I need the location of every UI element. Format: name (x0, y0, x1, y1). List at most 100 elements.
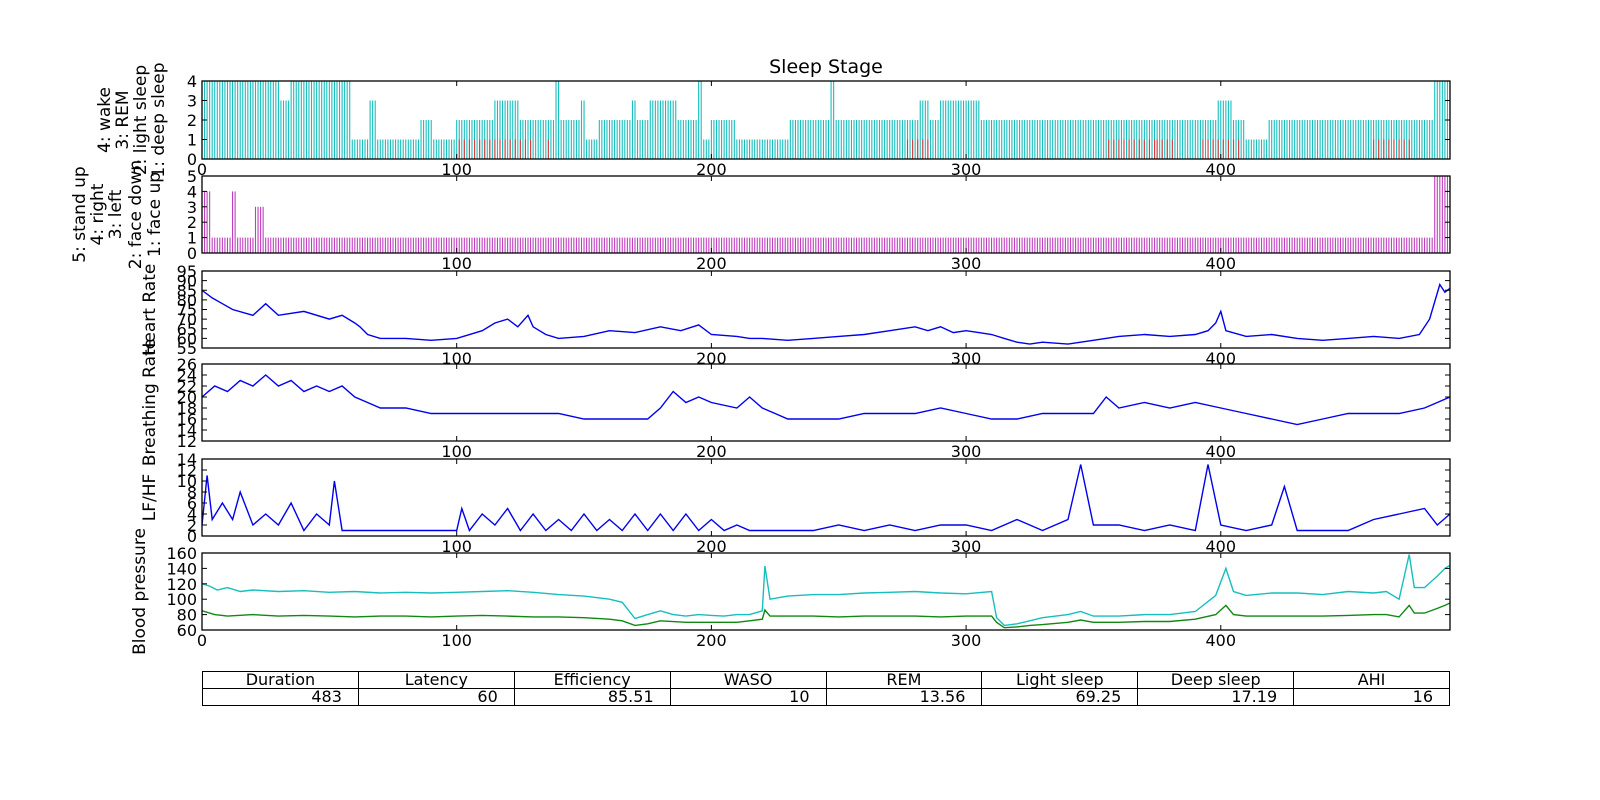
y-tick-label: 2 (187, 213, 197, 232)
y-tick-label: 14 (177, 450, 197, 469)
x-tick-label: 300 (951, 537, 982, 556)
x-tick-label: 400 (1206, 442, 1237, 461)
series-line (202, 464, 1450, 532)
plot-area (202, 464, 1450, 532)
summary-value-row: 483 60 85.51 10 13.56 69.25 17.19 16 (202, 688, 1450, 706)
latency-value: 60 (357, 688, 515, 706)
x-tick-label: 400 (1206, 254, 1237, 273)
summary-header-row: Duration Latency Efficiency WASO REM Lig… (202, 671, 1450, 689)
plot-area (202, 282, 1450, 345)
ahi-value: 16 (1293, 688, 1450, 706)
y-tick-label: 120 (166, 575, 197, 594)
y-tick-label: 26 (177, 355, 197, 374)
y-tick-label: 1 (187, 229, 197, 248)
y-axis-label: 4: wake (95, 87, 115, 153)
y-tick-label: 0 (187, 244, 197, 263)
series-line (202, 554, 1450, 627)
y-axis-label: 2: light sleep (131, 65, 151, 175)
series-line (202, 374, 1450, 426)
x-tick-label: 200 (696, 160, 727, 179)
x-tick-label: 300 (951, 442, 982, 461)
y-tick-label: 3 (187, 92, 197, 111)
rem-header: REM (825, 671, 983, 689)
efficiency-header: Efficiency (513, 671, 671, 689)
light-sleep-header: Light sleep (981, 671, 1139, 689)
y-tick-label: 160 (166, 544, 197, 563)
sleep-summary-table: Duration Latency Efficiency WASO REM Lig… (202, 671, 1450, 706)
y-tick-label: 4 (187, 505, 197, 524)
x-tick-label: 0 (197, 160, 207, 179)
y-tick-label: 60 (177, 329, 197, 348)
y-tick-label: 20 (177, 388, 197, 407)
efficiency-value: 85.51 (513, 688, 671, 706)
y-tick-label: 95 (177, 262, 197, 281)
y-tick-label: 24 (177, 366, 197, 385)
x-tick-label: 200 (696, 254, 727, 273)
y-tick-label: 75 (177, 301, 197, 320)
y-axis-label: 5: stand up (70, 166, 90, 262)
y-tick-label: 55 (177, 339, 197, 358)
y-axis-label: Blood pressure (130, 528, 150, 655)
y-axis-label: LF/HF (140, 474, 160, 522)
x-tick-label: 300 (951, 349, 982, 368)
x-tick-label: 400 (1206, 349, 1237, 368)
y-tick-label: 6 (187, 494, 197, 513)
duration-header: Duration (202, 671, 359, 689)
x-tick-label: 300 (951, 160, 982, 179)
series-line-2 (202, 602, 1450, 629)
plot-area (202, 554, 1450, 629)
x-tick-label: 400 (1206, 631, 1237, 650)
y-tick-label: 14 (177, 421, 197, 440)
duration-value: 483 (202, 688, 359, 706)
y-tick-label: 85 (177, 281, 197, 300)
deep-sleep-value: 17.19 (1137, 688, 1295, 706)
y-tick-label: 12 (177, 432, 197, 451)
y-tick-label: 5 (187, 167, 197, 186)
y-tick-label: 2 (187, 516, 197, 535)
y-tick-label: 3 (187, 198, 197, 217)
y-tick-label: 65 (177, 320, 197, 339)
chart-title: Sleep Stage (769, 56, 883, 78)
axes-frame (201, 552, 1451, 631)
y-tick-label: 4 (187, 72, 197, 91)
x-tick-label: 200 (696, 631, 727, 650)
y-tick-label: 4 (187, 182, 197, 201)
y-tick-label: 12 (177, 461, 197, 480)
x-tick-label: 400 (1206, 537, 1237, 556)
plot-area (203, 176, 1450, 253)
x-tick-label: 100 (441, 254, 472, 273)
waso-value: 10 (669, 688, 827, 706)
x-tick-label: 200 (696, 349, 727, 368)
y-tick-label: 100 (166, 590, 197, 609)
y-axis-label: 1: face up (145, 172, 165, 257)
y-tick-label: 0 (187, 150, 197, 169)
x-tick-label: 100 (441, 631, 472, 650)
x-tick-label: 400 (1206, 160, 1237, 179)
y-tick-label: 8 (187, 483, 197, 502)
plot-area (203, 81, 1450, 159)
axes-frame (201, 270, 1451, 349)
deep-sleep-header: Deep sleep (1137, 671, 1295, 689)
x-tick-label: 200 (696, 537, 727, 556)
plot-area (202, 374, 1450, 426)
y-tick-label: 1 (187, 131, 197, 150)
x-tick-label: 100 (441, 349, 472, 368)
latency-header: Latency (357, 671, 515, 689)
axes-frame (201, 363, 1451, 442)
waso-header: WASO (669, 671, 827, 689)
y-tick-label: 18 (177, 399, 197, 418)
y-axis-label: 2: face down (126, 160, 146, 269)
light-sleep-value: 69.25 (981, 688, 1139, 706)
y-axis-label: Heart Rate (140, 264, 160, 356)
axes-frame (201, 175, 1451, 254)
x-tick-label: 100 (441, 537, 472, 556)
y-tick-label: 0 (187, 527, 197, 546)
y-axis-label: Breathing Rate (140, 339, 160, 466)
